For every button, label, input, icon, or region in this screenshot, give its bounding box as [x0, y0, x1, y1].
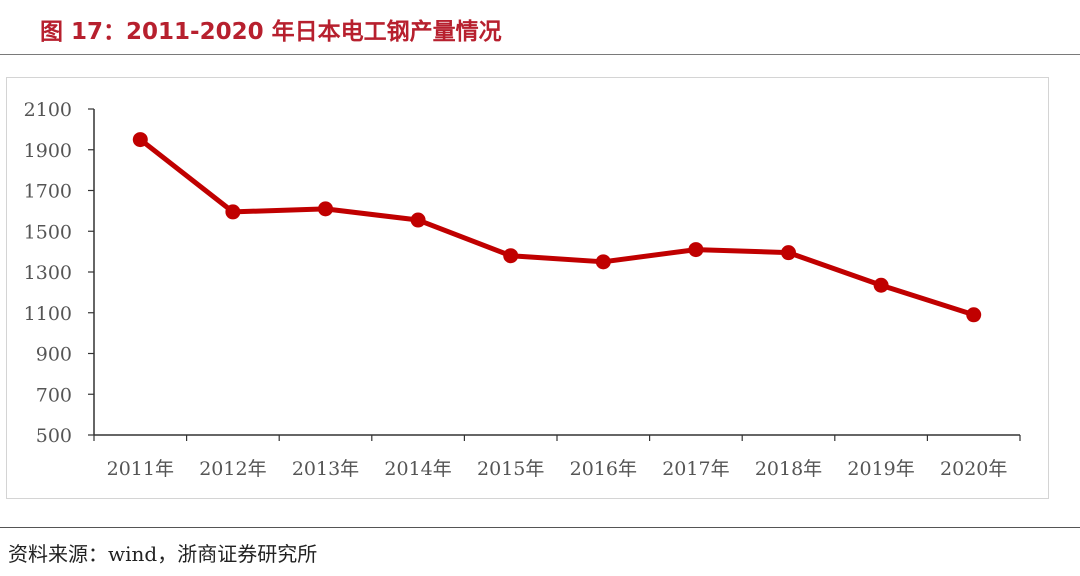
- source-note: 资料来源：wind，浙商证券研究所: [8, 542, 318, 566]
- y-tick-label: 1700: [24, 181, 72, 203]
- y-tick-label: 500: [36, 425, 72, 447]
- y-tick-label: 900: [36, 344, 72, 366]
- data-point: [595, 254, 611, 270]
- x-tick-label: 2018年: [755, 458, 822, 480]
- data-point: [410, 212, 426, 228]
- data-point: [873, 277, 889, 293]
- data-point: [781, 245, 796, 261]
- data-point: [688, 242, 704, 258]
- x-tick-label: 2020年: [940, 458, 1007, 480]
- data-point: [225, 204, 241, 220]
- data-point: [318, 201, 333, 217]
- x-tick-label: 2012年: [199, 458, 266, 480]
- source-divider: [0, 527, 1080, 528]
- x-tick-label: 2017年: [662, 458, 729, 480]
- y-tick-label: 1500: [24, 221, 72, 243]
- y-tick-label: 2100: [24, 99, 72, 121]
- x-tick-label: 2011年: [107, 458, 174, 480]
- data-point: [966, 307, 982, 323]
- data-point: [503, 248, 519, 264]
- y-tick-label: 1900: [24, 140, 72, 162]
- y-tick-label: 700: [36, 384, 72, 406]
- x-tick-label: 2019年: [847, 458, 914, 480]
- series-line: [137, 137, 977, 318]
- title-divider: [0, 54, 1080, 55]
- chart-frame: [6, 77, 1049, 499]
- y-tick-label: 1100: [24, 303, 72, 325]
- figure-title: 图 17：2011-2020 年日本电工钢产量情况: [40, 19, 502, 45]
- data-point: [132, 132, 148, 148]
- x-tick-label: 2013年: [292, 458, 359, 480]
- x-tick-label: 2015年: [477, 458, 544, 480]
- y-tick-label: 1300: [24, 262, 72, 284]
- x-tick-label: 2016年: [570, 458, 637, 480]
- x-tick-label: 2014年: [384, 458, 451, 480]
